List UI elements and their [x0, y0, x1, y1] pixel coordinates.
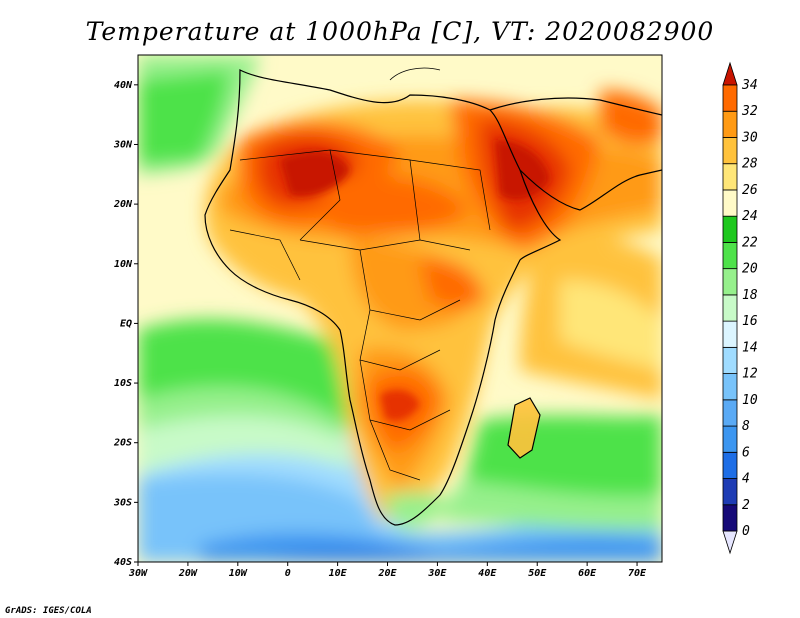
colorbar-swatch: [722, 84, 738, 112]
colorbar-swatch: [722, 294, 738, 322]
colorbar-label: 20: [742, 262, 758, 277]
lon-tick-label: 70E: [628, 568, 647, 579]
colorbar-label: 10: [742, 393, 758, 408]
lon-tick-label: 40E: [478, 568, 497, 579]
colorbar-swatch: [722, 163, 738, 191]
colorbar-label: 0: [742, 524, 750, 539]
plot-frame: [137, 54, 663, 563]
lat-tick-label: 30N: [113, 139, 133, 150]
colorbar-label: 14: [742, 340, 758, 355]
map-title: Temperature at 1000hPa [C], VT: 20200829…: [86, 17, 715, 46]
lat-tick-label: 40N: [114, 80, 133, 91]
lat-tick-label: 10S: [114, 378, 132, 389]
lat-tick-label: 20S: [113, 438, 132, 449]
country-borders: [229, 149, 491, 481]
colorbar-label: 32: [741, 104, 758, 119]
colorbar-swatch: [722, 110, 738, 138]
colorbar-label: 24: [742, 209, 758, 224]
colorbar-swatch: [722, 242, 738, 270]
colorbar-label: 18: [742, 288, 758, 303]
lat-tick-label: 10N: [114, 259, 133, 270]
lon-tick-label: 50E: [528, 568, 547, 579]
colorbar-swatch: [722, 451, 738, 479]
temperature-field: [138, 55, 662, 562]
colorbar-swatch: [722, 346, 738, 374]
lon-tick-label: 10E: [329, 568, 348, 579]
colorbar-label: 8: [742, 419, 750, 434]
colorbar-min-arrow: [722, 530, 738, 555]
footer-credit: GrADS: IGES/COLA: [5, 606, 92, 616]
colorbar-swatch: [722, 425, 738, 453]
colorbar-label: 2: [742, 498, 750, 513]
colorbar-label: 30: [741, 130, 758, 145]
colorbar-swatch: [722, 399, 738, 427]
colorbar-label: 6: [742, 445, 750, 460]
colorbar-swatch: [722, 189, 738, 217]
colorbar-label: 16: [742, 314, 758, 329]
colorbar-swatch: [722, 215, 738, 243]
lon-tick-label: 20W: [178, 568, 198, 579]
lon-tick-label: 0: [285, 568, 291, 579]
colorbar-swatch: [722, 478, 738, 506]
lat-tick-label: 20N: [113, 199, 133, 210]
lon-tick-label: 60E: [578, 568, 597, 579]
colorbar-label: 12: [742, 367, 758, 382]
colorbar-swatch: [722, 137, 738, 165]
lat-tick-label: 40S: [114, 557, 132, 568]
colorbar-label: 4: [742, 472, 750, 487]
lon-tick-label: 10W: [229, 568, 248, 579]
lon-tick-label: 30E: [427, 568, 447, 579]
lat-tick-label: EQ: [120, 318, 132, 329]
lon-tick-label: 20E: [377, 568, 397, 579]
colorbar-max-arrow: [722, 61, 738, 86]
colorbar-label: 26: [742, 183, 758, 198]
axis-ticks: 30W 20W 10W 0 10E 20E 30E 40E 50E 60E 70E 40N 30N 20N…: [113, 80, 647, 579]
colorbar-swatch: [722, 373, 738, 401]
colorbar-label: 22: [742, 235, 758, 250]
colorbar-swatch: [722, 320, 738, 348]
colorbar-swatch: [722, 504, 738, 532]
lat-tick-label: 30S: [113, 497, 132, 508]
colorbar-label: 28: [742, 157, 758, 172]
lon-tick-label: 30W: [128, 568, 148, 579]
colorbar-label: 34: [741, 78, 758, 93]
coastlines: [204, 67, 662, 526]
colorbar-swatch: [722, 268, 738, 296]
